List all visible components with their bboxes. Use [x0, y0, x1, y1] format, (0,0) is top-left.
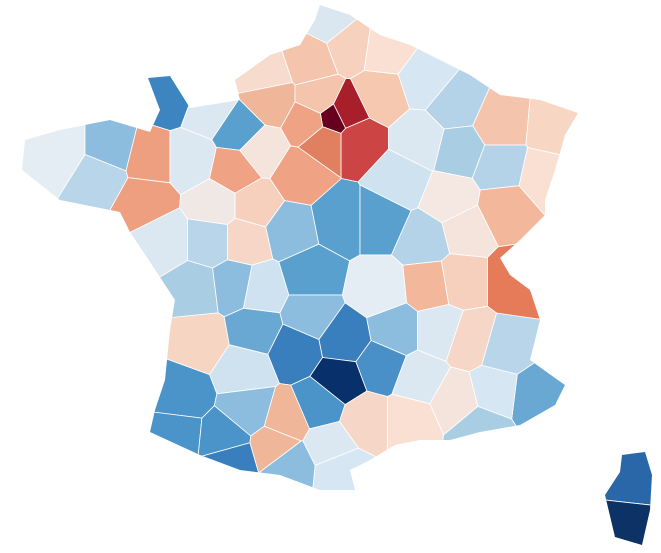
- department: [541, 348, 652, 507]
- department: [525, 5, 652, 178]
- department: [22, 207, 188, 335]
- department: [305, 447, 440, 545]
- department: [22, 5, 86, 292]
- department: [187, 218, 228, 269]
- department: [487, 236, 652, 327]
- department: [518, 147, 652, 266]
- department: [157, 442, 260, 545]
- department: [78, 312, 230, 376]
- department: [402, 260, 450, 312]
- department: [199, 5, 294, 94]
- department: [22, 392, 203, 545]
